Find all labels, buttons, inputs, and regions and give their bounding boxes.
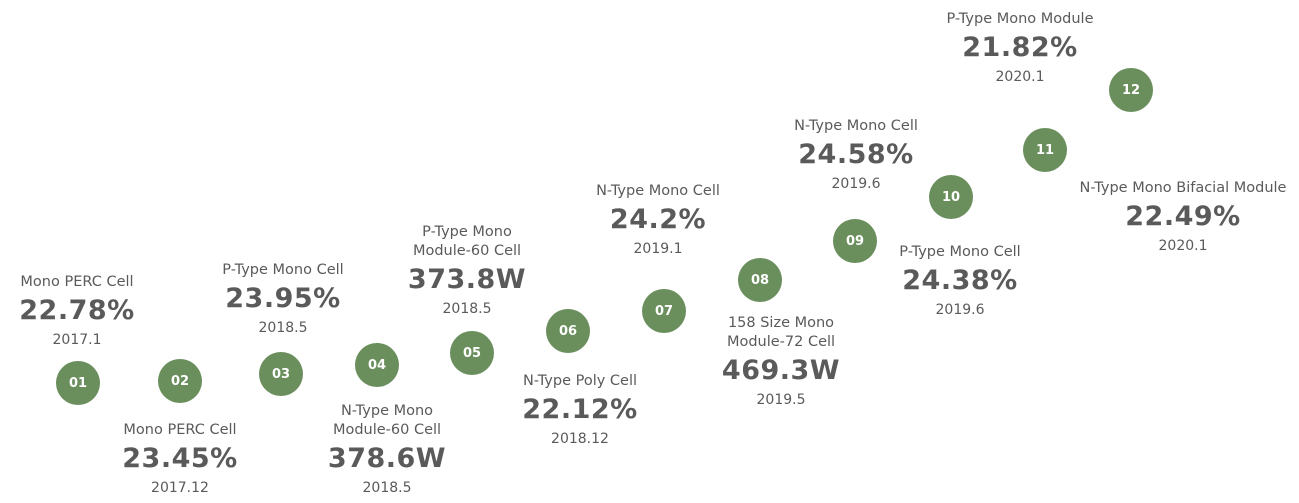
milestone-badge: 12 [1109,68,1153,112]
milestone-value: 21.82% [962,32,1078,63]
milestone-date: 2019.6 [935,302,985,318]
milestone-value: 22.12% [522,394,638,425]
milestone-title: N-Type Mono Cell [538,182,778,201]
milestone-title: Mono PERC Cell [60,421,300,440]
title-line: P-Type Mono Cell [899,244,1021,260]
title-line: N-Type Poly Cell [522,373,638,389]
milestone-info: N-Type Mono Cell 24.58% 2019.6 [736,117,976,194]
milestone-badge: 01 [56,361,100,405]
milestone-date: 2019.5 [756,392,806,408]
milestone-title: N-Type Mono Bifacial Module [1063,179,1299,198]
milestone-info: P-Type Mono Cell 23.95% 2018.5 [163,261,403,338]
milestone-date: 2020.1 [995,69,1045,85]
milestone-title: 158 Size Mono Module-72 Cell [661,314,901,352]
milestone-badge: 09 [833,219,877,263]
milestone-value: 24.2% [609,204,707,235]
milestone-title: P-Type Mono Module-60 Cell [347,223,587,261]
title-line: Mono PERC Cell [20,274,134,290]
milestone-info: N-Type Mono Cell 24.2% 2019.1 [538,182,778,259]
milestone-value: 24.58% [798,139,914,170]
milestone-info: N-Type Mono Module-60 Cell 378.6W 2018.5 [267,402,507,498]
title-line: P-Type Mono [422,224,512,240]
title-line: Mono PERC Cell [123,422,237,438]
milestone-badge: 08 [738,258,782,302]
milestone-badge: 06 [546,309,590,353]
milestone-value: 23.45% [122,443,238,474]
title-line: P-Type Mono Module [946,11,1094,27]
milestone-title: P-Type Mono Cell [163,261,403,280]
title-line: N-Type Mono [340,403,434,419]
milestone-badge: 02 [158,359,202,403]
milestone-info: 158 Size Mono Module-72 Cell 469.3W 2019.5 [661,314,901,410]
milestone-date: 2018.12 [551,431,609,447]
milestone-info: N-Type Mono Bifacial Module 22.49% 2020.1 [1063,179,1299,256]
milestone-info: P-Type Mono Cell 24.38% 2019.6 [840,243,1080,320]
milestone-title: Mono PERC Cell [0,273,197,292]
milestone-date: 2017.12 [151,480,209,496]
title-line: N-Type Mono Cell [596,183,720,199]
milestone-value: 23.95% [225,283,341,314]
milestone-date: 2017.1 [52,332,102,348]
milestone-date: 2019.6 [831,176,881,192]
milestone-info: P-Type Mono Module-60 Cell 373.8W 2018.5 [347,223,587,319]
milestone-value: 469.3W [721,355,841,386]
title-line: Module-60 Cell [332,422,442,438]
milestone-badge: 10 [929,175,973,219]
milestone-value: 22.78% [19,295,135,326]
title-line: 158 Size Mono [727,315,835,331]
title-line: Module-60 Cell [412,243,522,259]
milestone-info: Mono PERC Cell 22.78% 2017.1 [0,273,197,350]
milestone-info: N-Type Poly Cell 22.12% 2018.12 [460,372,700,449]
milestone-title: P-Type Mono Cell [840,243,1080,262]
milestone-title: N-Type Poly Cell [460,372,700,391]
milestone-badge: 05 [450,331,494,375]
milestone-title: N-Type Mono Module-60 Cell [267,402,507,440]
title-line: P-Type Mono Cell [222,262,344,278]
milestone-badge: 11 [1023,128,1067,172]
milestone-value: 378.6W [327,443,447,474]
title-line: N-Type Mono Cell [794,118,918,134]
milestone-title: N-Type Mono Cell [736,117,976,136]
milestone-value: 24.38% [902,265,1018,296]
milestone-date: 2020.1 [1158,238,1208,254]
milestone-value: 373.8W [407,264,527,295]
milestone-date: 2018.5 [442,301,492,317]
milestone-title: P-Type Mono Module [900,10,1140,29]
milestone-info: P-Type Mono Module 21.82% 2020.1 [900,10,1140,87]
milestone-date: 2018.5 [362,480,412,496]
milestone-date: 2019.1 [633,241,683,257]
title-line: N-Type Mono Bifacial Module [1079,180,1287,196]
milestone-badge: 04 [355,343,399,387]
milestone-badge: 03 [259,352,303,396]
milestone-date: 2018.5 [258,320,308,336]
milestone-info: Mono PERC Cell 23.45% 2017.12 [60,421,300,498]
milestone-badge: 07 [642,289,686,333]
title-line: Module-72 Cell [726,334,836,350]
milestone-value: 22.49% [1125,201,1241,232]
